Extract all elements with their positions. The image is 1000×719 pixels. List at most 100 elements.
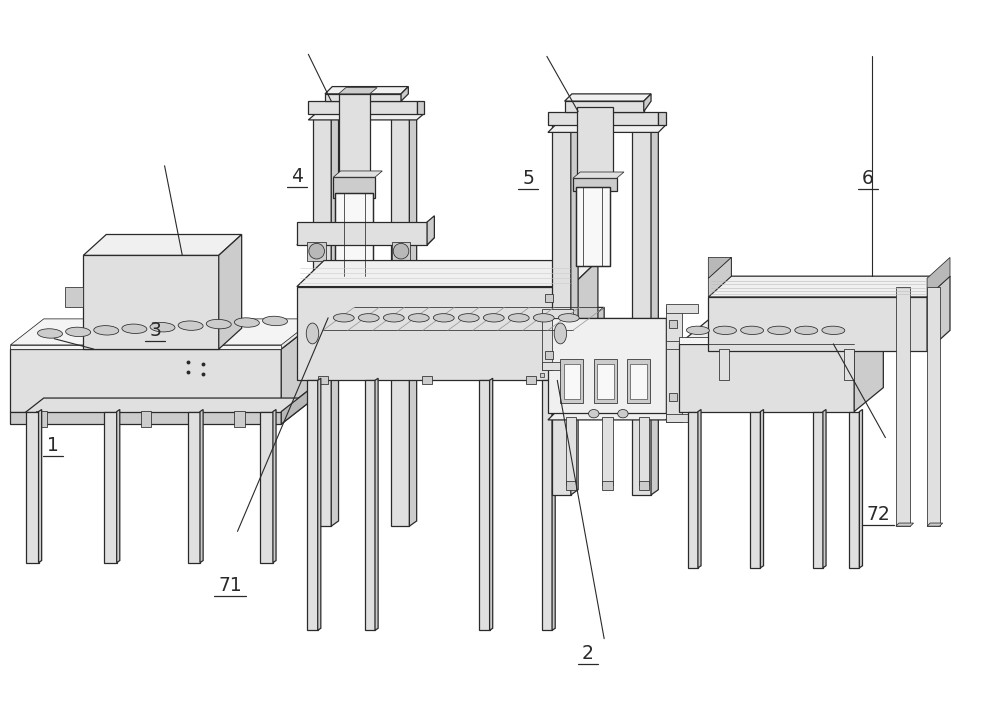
- Bar: [573, 178, 617, 191]
- Polygon shape: [323, 308, 604, 330]
- Bar: [577, 107, 612, 183]
- Ellipse shape: [795, 326, 818, 334]
- Polygon shape: [658, 111, 666, 125]
- Polygon shape: [896, 523, 914, 526]
- Bar: [602, 417, 612, 485]
- Polygon shape: [273, 410, 276, 563]
- Polygon shape: [10, 319, 315, 345]
- Polygon shape: [308, 311, 431, 318]
- Bar: [669, 320, 677, 329]
- Polygon shape: [542, 380, 552, 631]
- Text: 3: 3: [149, 321, 161, 339]
- Ellipse shape: [768, 326, 791, 334]
- Ellipse shape: [206, 319, 231, 329]
- Polygon shape: [548, 334, 673, 341]
- Polygon shape: [823, 410, 826, 568]
- Polygon shape: [307, 380, 318, 631]
- Ellipse shape: [234, 318, 259, 327]
- Polygon shape: [698, 410, 701, 568]
- Polygon shape: [644, 94, 651, 111]
- Ellipse shape: [433, 313, 454, 322]
- Bar: [564, 364, 580, 399]
- Polygon shape: [651, 115, 658, 495]
- Polygon shape: [323, 330, 573, 360]
- Polygon shape: [666, 341, 698, 349]
- Text: 5: 5: [522, 169, 534, 188]
- Polygon shape: [571, 115, 578, 495]
- Polygon shape: [260, 411, 273, 563]
- Polygon shape: [666, 308, 682, 422]
- Polygon shape: [573, 308, 604, 360]
- Ellipse shape: [589, 410, 599, 418]
- Polygon shape: [26, 411, 39, 563]
- Polygon shape: [39, 410, 42, 563]
- Ellipse shape: [306, 323, 319, 344]
- Polygon shape: [10, 345, 281, 349]
- Bar: [719, 349, 729, 380]
- Polygon shape: [297, 237, 434, 245]
- Ellipse shape: [333, 313, 354, 322]
- Polygon shape: [297, 260, 598, 287]
- Polygon shape: [632, 120, 651, 495]
- Bar: [335, 193, 373, 276]
- Polygon shape: [548, 318, 666, 413]
- Polygon shape: [325, 86, 408, 94]
- Bar: [141, 411, 151, 427]
- Polygon shape: [10, 349, 281, 411]
- Ellipse shape: [554, 323, 567, 344]
- Ellipse shape: [178, 321, 203, 330]
- Bar: [36, 411, 47, 427]
- Ellipse shape: [122, 324, 147, 334]
- Ellipse shape: [822, 326, 845, 334]
- Bar: [576, 187, 610, 266]
- Ellipse shape: [66, 327, 91, 336]
- Polygon shape: [679, 344, 854, 411]
- Polygon shape: [365, 380, 375, 631]
- Bar: [545, 351, 553, 360]
- Ellipse shape: [458, 313, 479, 322]
- Bar: [896, 287, 910, 526]
- Ellipse shape: [714, 326, 736, 334]
- Bar: [844, 349, 854, 380]
- Bar: [566, 417, 576, 485]
- Polygon shape: [391, 109, 409, 526]
- Ellipse shape: [533, 313, 554, 322]
- Polygon shape: [281, 385, 315, 424]
- Polygon shape: [308, 114, 424, 120]
- Polygon shape: [666, 304, 698, 313]
- Polygon shape: [409, 104, 417, 526]
- Bar: [927, 287, 940, 526]
- Text: 1: 1: [47, 436, 59, 455]
- Bar: [594, 360, 617, 403]
- Ellipse shape: [558, 313, 579, 322]
- Polygon shape: [548, 111, 658, 125]
- Polygon shape: [927, 523, 943, 526]
- Ellipse shape: [358, 313, 379, 322]
- Polygon shape: [750, 411, 760, 568]
- Polygon shape: [666, 318, 673, 334]
- Bar: [545, 294, 553, 302]
- Text: 6: 6: [862, 169, 874, 188]
- Ellipse shape: [309, 243, 324, 259]
- Polygon shape: [927, 276, 950, 351]
- Polygon shape: [331, 104, 339, 526]
- Polygon shape: [927, 257, 950, 297]
- Polygon shape: [479, 380, 490, 631]
- Polygon shape: [548, 318, 666, 334]
- Polygon shape: [401, 86, 408, 101]
- Polygon shape: [708, 276, 950, 297]
- Bar: [422, 376, 432, 385]
- Bar: [560, 360, 583, 403]
- Polygon shape: [104, 411, 117, 563]
- Bar: [310, 292, 321, 302]
- Bar: [318, 376, 328, 385]
- Polygon shape: [325, 94, 401, 101]
- Bar: [310, 360, 321, 370]
- Bar: [602, 482, 612, 490]
- Polygon shape: [573, 172, 624, 178]
- Bar: [395, 360, 405, 370]
- Ellipse shape: [408, 313, 429, 322]
- Ellipse shape: [383, 313, 404, 322]
- Ellipse shape: [686, 326, 709, 334]
- Ellipse shape: [263, 316, 287, 326]
